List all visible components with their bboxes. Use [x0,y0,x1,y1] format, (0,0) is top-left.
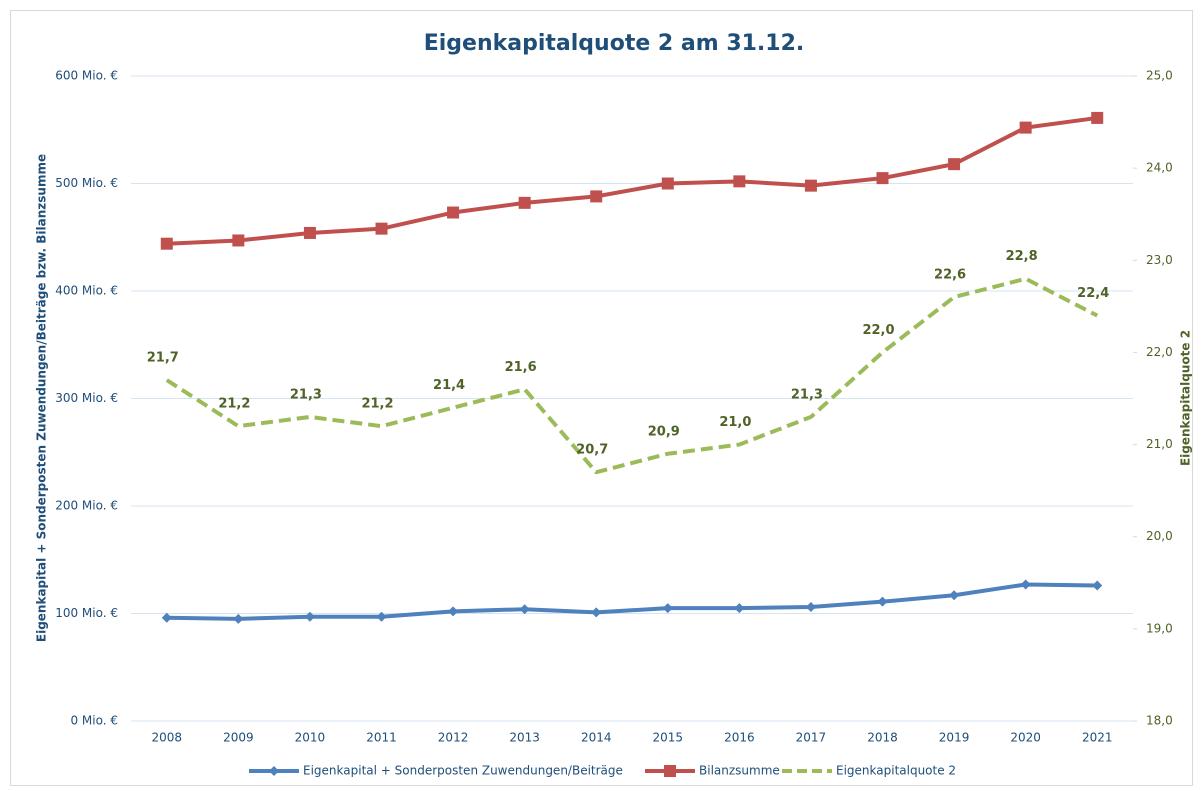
y2-axis-title: Eigenkapitalquote 2 [1179,330,1193,466]
x-tick-label: 2019 [939,731,970,745]
data-label: 21,3 [791,387,823,402]
x-tick-label: 2014 [581,731,612,745]
marker [591,607,602,618]
marker [160,237,173,250]
marker [1092,580,1103,591]
data-label: 21,6 [505,360,537,375]
x-tick-label: 2016 [724,731,755,745]
y-axis-title: Eigenkapital + Sonderposten Zuwendungen/… [35,154,49,642]
marker [948,158,961,171]
x-tick-label: 2018 [867,731,898,745]
marker [1020,579,1031,590]
x-tick-label: 2012 [438,731,469,745]
y-tick-label: 300 Mio. € [55,391,118,405]
marker [1019,121,1032,134]
data-label: 22,8 [1006,249,1038,264]
y2-tick-label: 25,0 [1146,69,1173,83]
marker [304,611,315,622]
marker [949,590,960,601]
marker [662,603,673,614]
x-tick-label: 2020 [1010,731,1041,745]
marker [232,234,245,247]
series-line [165,276,1099,475]
marker [519,604,530,615]
x-tick-label: 2017 [796,731,827,745]
marker [804,179,817,192]
series-line [166,582,1098,621]
data-label: 21,4 [433,378,465,393]
legend-label: Bilanzsumme [699,764,780,778]
data-label: 21,3 [290,387,322,402]
data-label: 21,2 [218,397,250,412]
x-tick-label: 2009 [223,731,254,745]
x-tick-label: 2011 [366,731,397,745]
x-tick-label: 2015 [653,731,684,745]
y-tick-label: 500 Mio. € [55,176,118,190]
marker [876,172,889,185]
data-label: 21,7 [147,351,179,366]
y2-tick-label: 24,0 [1146,161,1173,175]
marker [734,603,745,614]
marker [877,596,888,607]
legend-label: Eigenkapital + Sonderposten Zuwendungen/… [303,764,623,778]
marker [447,206,460,219]
marker [805,602,816,613]
marker [733,175,746,188]
series-line [166,115,1098,246]
x-tick-label: 2013 [509,731,540,745]
y-tick-label: 100 Mio. € [55,606,118,620]
marker [161,612,172,623]
data-label: 20,7 [576,443,608,458]
data-label: 22,4 [1077,286,1109,301]
marker [448,606,459,617]
data-label: 21,2 [361,397,393,412]
marker [376,611,387,622]
marker [590,190,603,203]
x-tick-label: 2008 [152,731,183,745]
marker [518,196,531,209]
y-tick-label: 600 Mio. € [55,69,118,83]
x-tick-label: 2010 [295,731,326,745]
y2-tick-label: 21,0 [1146,437,1173,451]
y2-tick-label: 18,0 [1146,714,1173,728]
data-label: 21,0 [719,415,751,430]
chart-title: Eigenkapitalquote 2 am 31.12. [424,31,805,56]
marker [233,613,244,624]
data-label: 22,0 [862,323,894,338]
y2-tick-label: 20,0 [1146,529,1173,543]
marker [1091,111,1104,124]
legend-marker [664,765,676,777]
marker [375,222,388,235]
y-tick-label: 200 Mio. € [55,499,118,513]
marker [303,226,316,239]
legend-label: Eigenkapitalquote 2 [836,764,956,778]
marker [661,177,674,190]
y2-tick-label: 23,0 [1146,253,1173,267]
y-tick-label: 0 Mio. € [70,714,118,728]
y2-tick-label: 22,0 [1146,345,1173,359]
data-label: 22,6 [934,268,966,283]
y-tick-label: 400 Mio. € [55,284,118,298]
data-label: 20,9 [648,424,680,439]
legend-marker [269,766,279,776]
y2-tick-label: 19,0 [1146,621,1173,635]
x-tick-label: 2021 [1082,731,1113,745]
